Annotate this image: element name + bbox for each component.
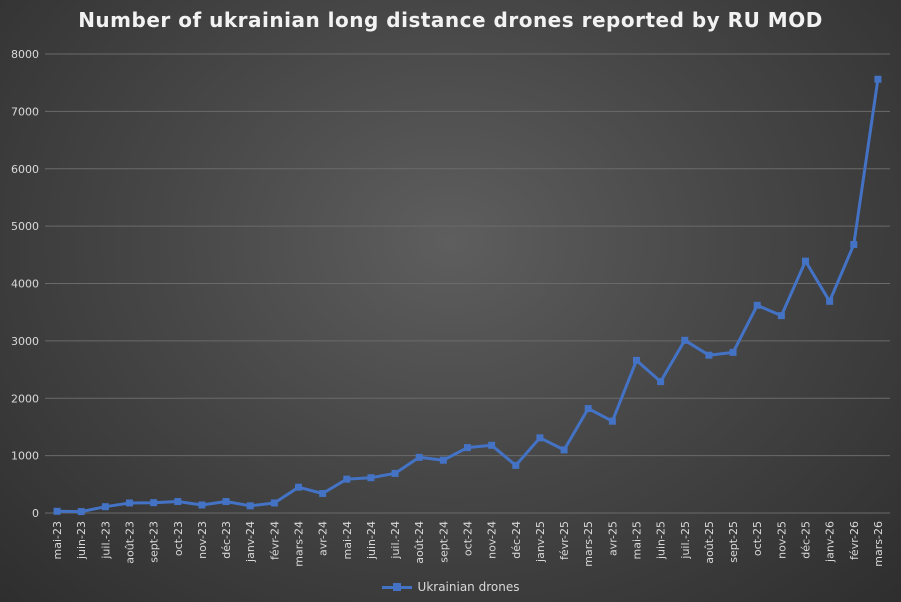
data-point	[319, 489, 327, 497]
data-point	[777, 312, 785, 320]
x-tick-label: févr-26	[848, 521, 861, 560]
data-point	[270, 499, 278, 507]
data-point	[77, 508, 85, 516]
data-point	[729, 348, 737, 356]
data-point	[536, 434, 544, 442]
y-tick-label: 1000	[11, 450, 39, 463]
y-tick-label: 0	[32, 507, 39, 520]
x-tick-label: oct-24	[462, 521, 475, 556]
x-tick-label: août-23	[124, 521, 137, 564]
data-point	[198, 501, 206, 509]
x-tick-label: juin-23	[75, 521, 88, 560]
x-tick-label: janv-25	[534, 521, 547, 563]
data-point	[295, 483, 302, 491]
x-tick-label: juin-24	[365, 521, 378, 560]
y-tick-label: 7000	[11, 105, 39, 118]
data-point	[657, 378, 665, 386]
x-tick-label: nov-24	[486, 521, 499, 559]
x-tick-label: mars-25	[582, 521, 595, 567]
data-point	[488, 441, 496, 449]
chart-title: Number of ukrainian long distance drones…	[78, 8, 823, 32]
x-tick-label: mars-26	[872, 521, 885, 567]
data-point	[464, 444, 471, 452]
x-tick-label: févr-25	[558, 521, 571, 560]
x-tick-label: nov-25	[775, 521, 788, 559]
data-point	[584, 405, 592, 413]
data-point	[850, 240, 858, 248]
data-point	[608, 417, 616, 425]
data-point	[874, 75, 882, 83]
data-point	[246, 502, 254, 510]
data-point	[439, 456, 447, 464]
x-tick-label: mars-24	[293, 521, 306, 567]
y-tick-label: 4000	[11, 278, 39, 291]
data-point	[367, 474, 375, 482]
data-point	[753, 301, 761, 309]
data-point	[174, 498, 182, 506]
data-point	[705, 351, 713, 359]
y-tick-label: 5000	[11, 220, 39, 233]
legend-swatch	[381, 581, 412, 593]
x-tick-label: mai-25	[631, 521, 644, 559]
x-tick-label: juil.-24	[389, 521, 402, 560]
data-point	[415, 453, 423, 461]
x-tick-label: sept-24	[437, 521, 450, 563]
data-point	[391, 469, 399, 477]
x-tick-label: avr-24	[317, 521, 330, 556]
x-tick-label: juil.-23	[99, 521, 112, 560]
x-tick-label: déc-23	[220, 521, 233, 559]
x-tick-label: janv-26	[824, 521, 837, 563]
data-point	[826, 297, 834, 305]
x-tick-label: oct-23	[172, 521, 185, 556]
x-tick-label: févr-24	[268, 521, 281, 560]
x-tick-label: oct-25	[751, 521, 764, 556]
x-tick-label: janv-24	[244, 521, 257, 563]
x-tick-label: déc-24	[510, 521, 523, 559]
data-point	[560, 446, 568, 454]
y-tick-label: 3000	[11, 335, 39, 348]
x-tick-label: sept-25	[727, 521, 740, 563]
y-tick-label: 2000	[11, 392, 39, 405]
x-tick-label: juin-25	[655, 521, 668, 560]
x-tick-label: déc-25	[800, 521, 813, 559]
data-point	[53, 507, 61, 515]
x-tick-label: avr-25	[606, 521, 619, 556]
y-tick-label: 6000	[11, 163, 39, 176]
legend: Ukrainian drones	[0, 580, 901, 594]
x-tick-label: mai-24	[341, 521, 354, 559]
legend-label: Ukrainian drones	[417, 580, 520, 594]
data-point	[126, 499, 133, 507]
data-point	[101, 503, 109, 511]
data-point	[222, 498, 230, 506]
x-tick-label: nov-23	[196, 521, 209, 559]
x-tick-label: mai-23	[51, 521, 64, 559]
data-point	[512, 461, 520, 469]
data-point	[343, 475, 351, 483]
y-tick-label: 8000	[11, 48, 39, 61]
x-tick-label: sept-23	[148, 521, 161, 563]
x-tick-label: août-24	[413, 521, 426, 564]
data-point	[681, 336, 689, 344]
data-point	[150, 499, 158, 507]
data-point	[633, 356, 640, 364]
data-point	[802, 257, 809, 265]
x-tick-label: juil.-25	[679, 521, 692, 560]
x-tick-label: août-25	[703, 521, 716, 564]
